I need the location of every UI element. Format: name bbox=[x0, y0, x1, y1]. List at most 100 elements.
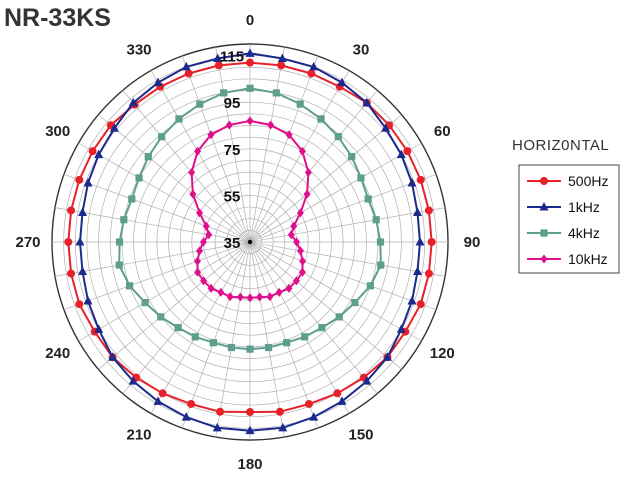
grid-spoke bbox=[78, 241, 251, 342]
legend-label: 10kHz bbox=[568, 251, 608, 267]
data-point bbox=[335, 313, 343, 321]
data-point bbox=[191, 333, 199, 341]
angle-tick-label: 60 bbox=[434, 123, 451, 140]
data-point bbox=[298, 267, 306, 277]
chart-title: NR-33KS bbox=[4, 4, 111, 32]
data-point bbox=[357, 174, 365, 182]
data-point bbox=[157, 313, 165, 321]
legend-label: 1kHz bbox=[568, 199, 600, 215]
data-point bbox=[256, 292, 264, 302]
legend-entry-10khz: 10kHz bbox=[527, 251, 608, 267]
data-point bbox=[246, 84, 254, 92]
data-point bbox=[348, 153, 356, 161]
data-point bbox=[207, 283, 215, 293]
data-point bbox=[362, 97, 372, 107]
legend-entry-4khz: 4kHz bbox=[527, 225, 600, 241]
angle-tick-label: 240 bbox=[45, 345, 70, 362]
legend-box bbox=[518, 164, 620, 274]
data-point bbox=[200, 276, 208, 286]
data-point bbox=[424, 206, 433, 215]
series-layer bbox=[64, 48, 436, 435]
data-point bbox=[184, 69, 193, 78]
grid-spoke bbox=[181, 55, 251, 243]
data-point bbox=[372, 216, 380, 224]
data-point bbox=[115, 261, 123, 269]
data-point bbox=[212, 422, 222, 432]
data-point bbox=[225, 120, 233, 130]
data-point bbox=[362, 376, 372, 385]
data-point bbox=[126, 282, 134, 290]
angle-tick-label: 180 bbox=[237, 456, 262, 473]
data-point bbox=[293, 237, 301, 247]
grid-spoke bbox=[181, 241, 251, 429]
data-point bbox=[309, 61, 319, 71]
data-point bbox=[209, 339, 217, 347]
grid-spoke bbox=[54, 207, 251, 243]
data-point bbox=[351, 298, 359, 307]
data-point bbox=[181, 412, 191, 421]
grid-spoke bbox=[249, 46, 285, 243]
data-point bbox=[309, 412, 319, 421]
data-point bbox=[301, 333, 309, 341]
data-point bbox=[120, 216, 128, 224]
legend: HORIZ0NTAL 500Hz 1kHz 4kHz 10kHz bbox=[512, 137, 620, 274]
grid-spoke bbox=[249, 241, 422, 342]
data-point bbox=[292, 276, 300, 286]
data-point bbox=[128, 376, 138, 385]
data-point bbox=[277, 53, 287, 62]
data-point bbox=[337, 396, 347, 405]
data-point bbox=[199, 237, 207, 247]
data-point bbox=[94, 149, 104, 159]
legend-label: 500Hz bbox=[568, 173, 608, 189]
grid-spoke bbox=[215, 46, 251, 243]
data-point bbox=[216, 407, 225, 416]
data-point bbox=[144, 153, 152, 161]
data-point bbox=[194, 267, 202, 277]
legend-entry-500hz: 500Hz bbox=[527, 173, 608, 189]
data-point bbox=[64, 238, 73, 246]
data-point bbox=[304, 399, 313, 408]
data-point bbox=[303, 189, 311, 199]
grid-spoke bbox=[78, 142, 251, 243]
data-point bbox=[83, 178, 93, 187]
angle-tick-label: 300 bbox=[45, 123, 70, 140]
angle-tick-label: 90 bbox=[464, 234, 481, 251]
data-point bbox=[115, 238, 124, 246]
data-point bbox=[296, 208, 304, 218]
grid-spoke bbox=[249, 241, 378, 394]
data-point bbox=[153, 396, 163, 405]
data-point bbox=[75, 300, 84, 309]
center-dot bbox=[247, 239, 253, 245]
data-point bbox=[246, 345, 254, 353]
data-point bbox=[407, 295, 417, 305]
legend-entry-1khz: 1kHz bbox=[527, 199, 600, 215]
data-point bbox=[174, 324, 182, 332]
data-point bbox=[78, 207, 88, 216]
grid-spoke bbox=[249, 241, 285, 438]
angle-tick-label: 150 bbox=[348, 426, 373, 443]
data-point bbox=[307, 69, 316, 78]
legend-title: HORIZ0NTAL bbox=[512, 137, 609, 154]
data-point bbox=[267, 120, 275, 130]
data-point bbox=[217, 287, 225, 297]
grid-spoke bbox=[249, 70, 350, 243]
data-point bbox=[226, 292, 234, 302]
data-point bbox=[299, 256, 307, 266]
data-point bbox=[333, 389, 342, 398]
data-point bbox=[214, 61, 223, 70]
data-point bbox=[277, 61, 286, 70]
data-point bbox=[540, 177, 548, 185]
data-point bbox=[364, 195, 372, 203]
grid-spoke bbox=[249, 90, 378, 243]
grid-spoke bbox=[98, 114, 251, 243]
data-point bbox=[296, 246, 304, 256]
grid-spoke bbox=[249, 55, 319, 243]
data-point bbox=[304, 167, 312, 177]
data-point bbox=[189, 189, 197, 199]
data-point bbox=[196, 208, 204, 218]
radial-tick-label: 95 bbox=[224, 95, 241, 112]
data-point bbox=[376, 238, 385, 246]
data-point bbox=[94, 324, 104, 333]
angle-tick-label: 210 bbox=[126, 426, 151, 443]
data-point bbox=[424, 269, 433, 278]
